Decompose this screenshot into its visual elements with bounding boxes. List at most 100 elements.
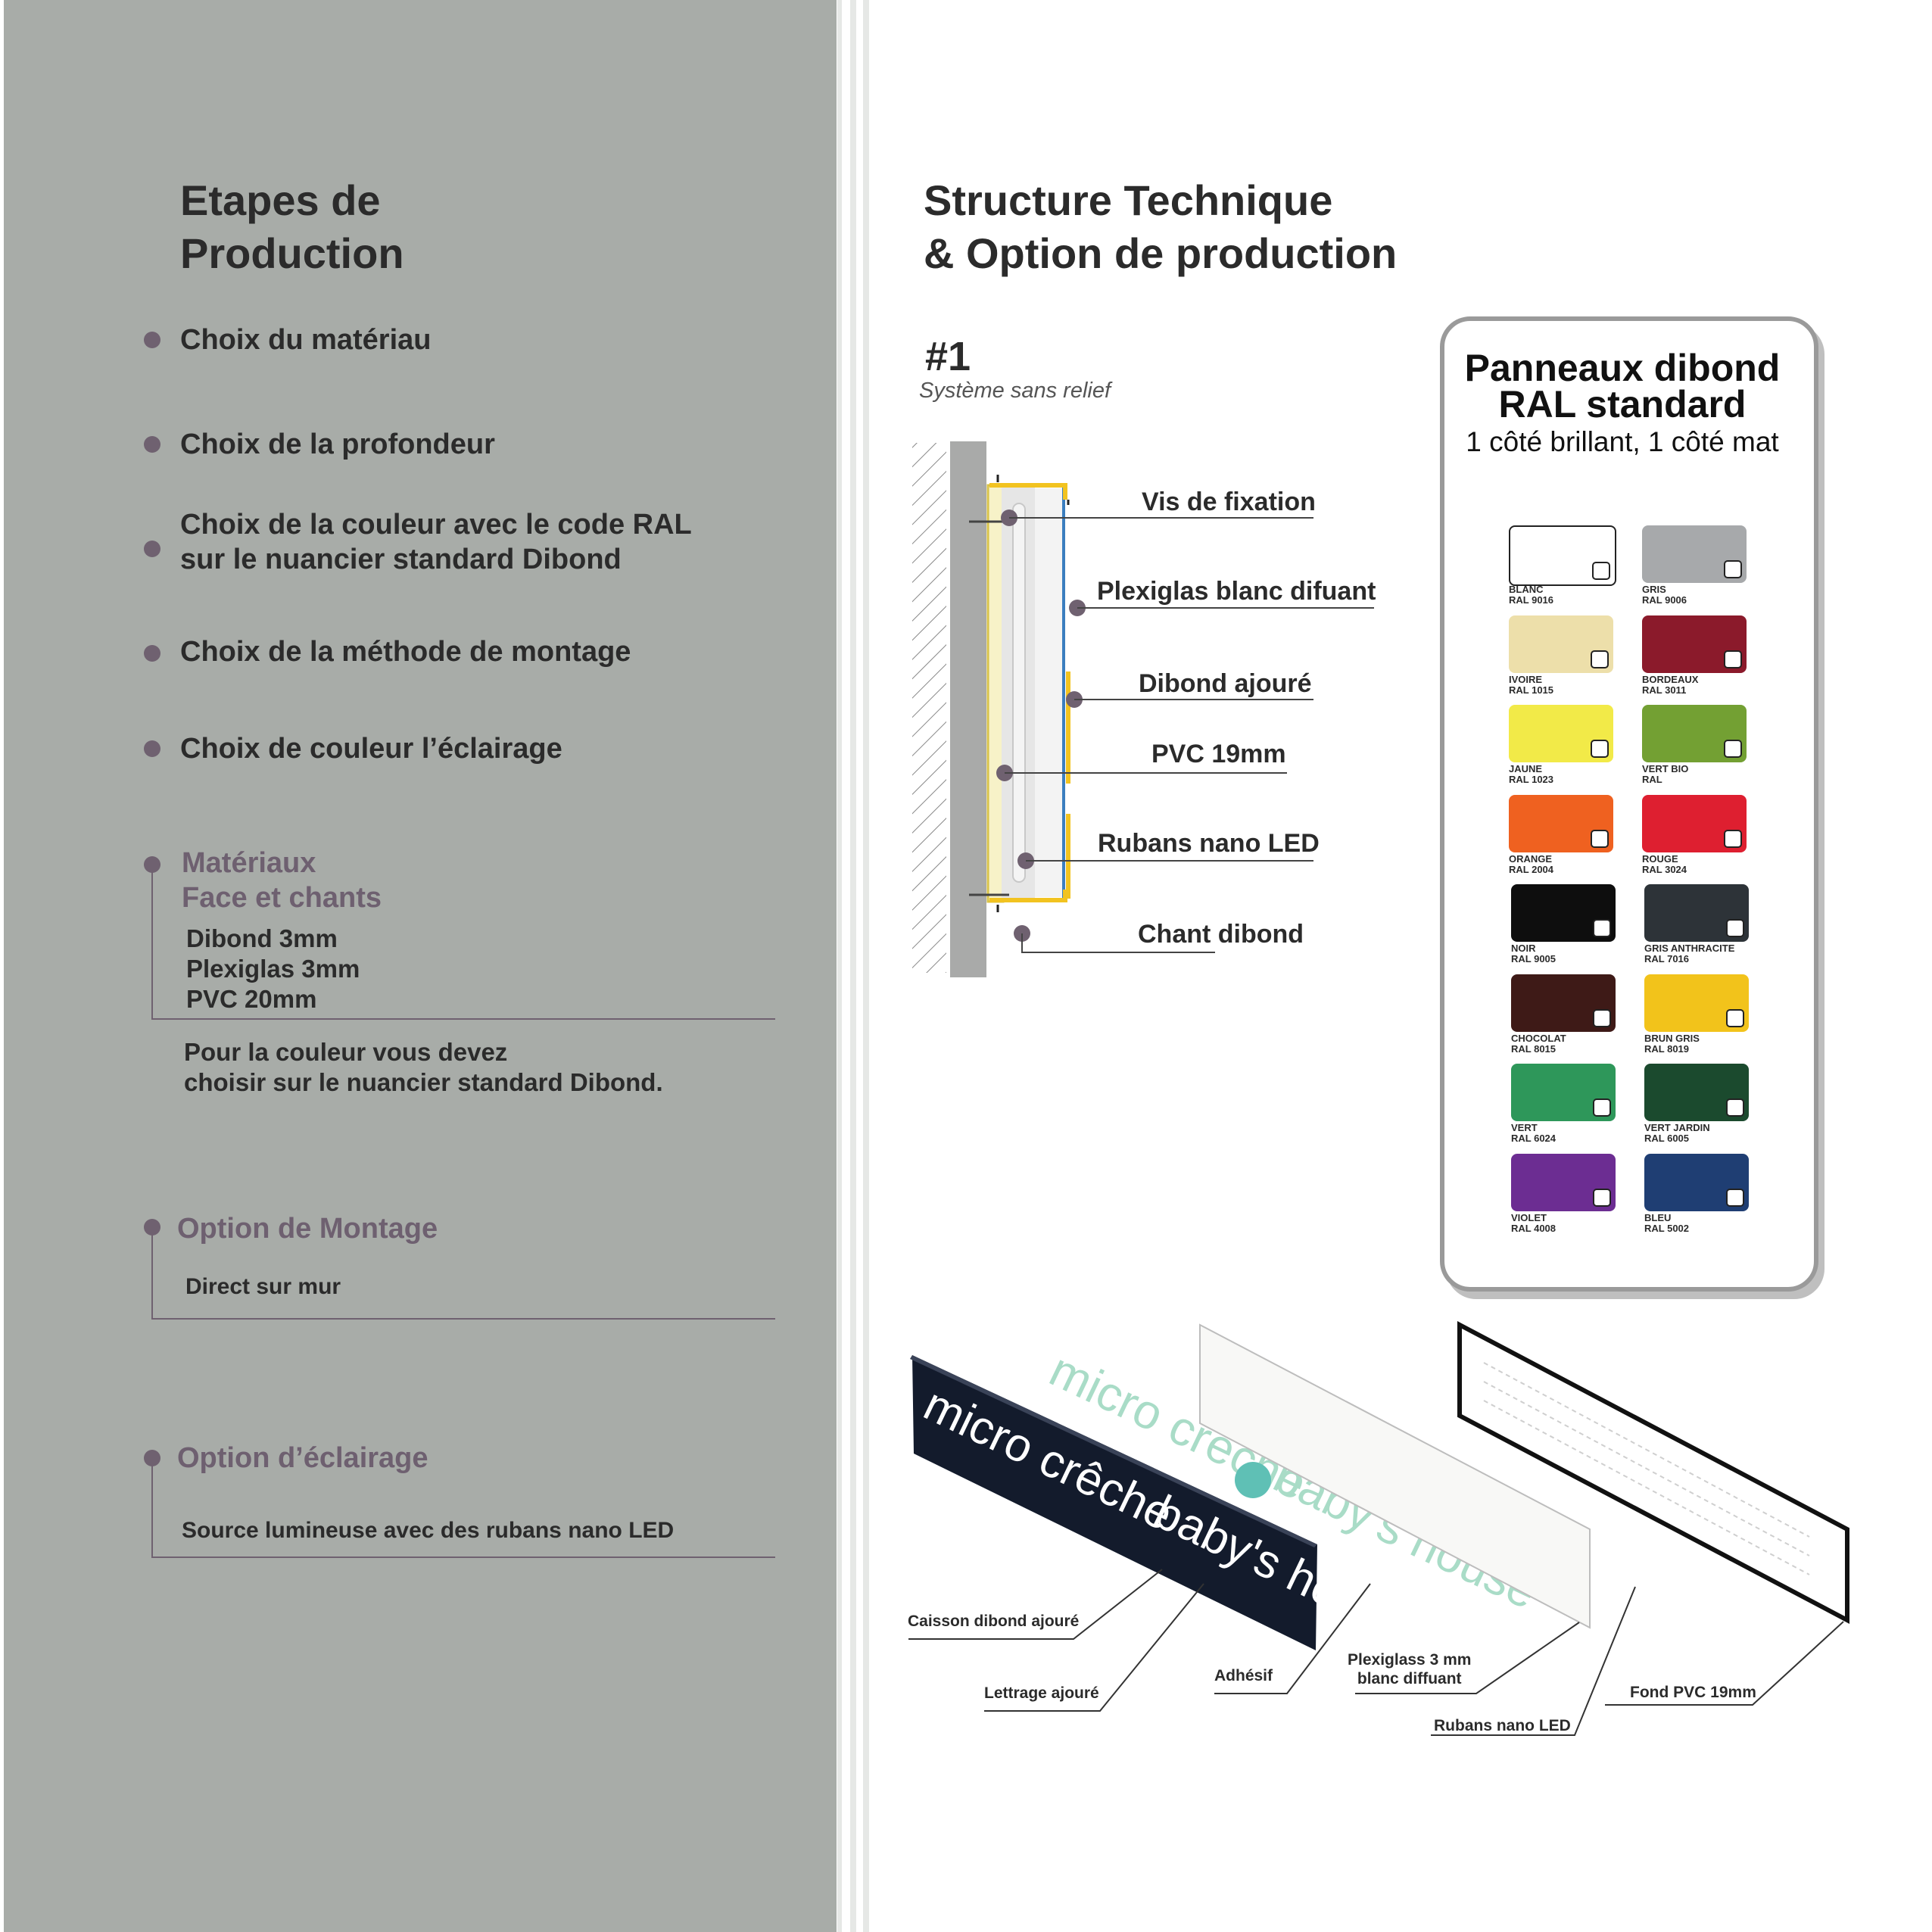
bullet-icon [144,332,160,348]
checkbox-icon[interactable] [1726,1008,1744,1027]
label-adhesif: Adhésif [1214,1667,1273,1684]
step-mounting: Choix de la méthode de montage [180,636,631,668]
label-chant-dibond: Chant dibond [1138,920,1304,949]
exploded-view: micro crêche baby's house micro crêche b… [908,1321,1849,1736]
ral-swatch-label: VERT JARDIN RAL 6005 [1644,1122,1710,1144]
divider-stripe [850,0,856,1932]
ral-card [1440,316,1818,1292]
caisson-panel [912,1355,1317,1650]
leader-line [1605,1621,1844,1706]
ral-swatch[interactable] [1509,705,1613,762]
materiaux-title: Matériaux Face et chants [182,847,382,914]
eclairage-title: Option d’éclairage [177,1442,428,1474]
ral-swatch[interactable] [1644,1153,1749,1211]
bullet-icon [144,541,160,557]
label-plexiglas: Plexiglas blanc difuant [1097,577,1376,606]
label-caisson: Caisson dibond ajouré [908,1613,1080,1630]
leader-line [1021,933,1215,953]
step-material: Choix du matériau [180,324,432,356]
ral-swatch[interactable] [1509,794,1613,852]
dibond-top [989,483,1067,500]
ral-swatch[interactable] [1644,1064,1749,1121]
ral-swatch[interactable] [1511,884,1616,942]
divider-stripe [863,0,869,1932]
label-pvc: PVC 19mm [1151,740,1286,768]
materiaux-list: Dibond 3mm Plexiglas 3mm PVC 20mm [186,924,360,1013]
checkbox-icon[interactable] [1593,919,1611,937]
ral-swatch[interactable] [1644,884,1749,942]
checkbox-icon[interactable] [1591,650,1609,668]
step-color: Choix de la couleur avec le code RAL sur… [180,509,692,575]
label-fond-pvc: Fond PVC 19mm [1630,1684,1756,1701]
dibond-bottom [989,890,1067,902]
ral-swatch[interactable] [1642,794,1747,852]
ral-swatch[interactable] [1509,615,1613,673]
led-line [1483,1381,1810,1557]
eclairage-text: Source lumineuse avec des rubans nano LE… [182,1518,675,1543]
checkbox-icon[interactable] [1724,650,1742,668]
left-title: Etapes de Production [180,176,404,277]
checkbox-icon[interactable] [1593,1098,1611,1117]
ral-swatch-label: IVOIRE RAL 1015 [1509,673,1554,696]
ral-swatch-label: ORANGE RAL 2004 [1509,852,1554,875]
checkbox-icon[interactable] [1726,919,1744,937]
ral-swatch[interactable] [1509,525,1616,586]
section-line [151,1318,775,1320]
section-line [151,1226,153,1319]
checkbox-icon[interactable] [1724,740,1742,758]
wall [950,441,986,977]
label-vis-fixation: Vis de fixation [1142,488,1316,516]
ral-swatch[interactable] [1511,974,1616,1032]
section-line [151,1557,775,1558]
system-name: Système sans relief [919,379,1111,403]
checkbox-icon[interactable] [1591,740,1609,758]
system-number: #1 [925,334,971,379]
caisson-edge [910,1355,1317,1547]
leader-line [908,1569,1163,1640]
checkbox-icon[interactable] [1726,1188,1744,1207]
checkbox-icon[interactable] [1593,1188,1611,1207]
ral-swatch-label: BRUN GRIS RAL 8019 [1644,1032,1700,1055]
wall-hatch [912,443,946,973]
ral-swatch-label: BLEU RAL 5002 [1644,1211,1690,1234]
checkbox-icon[interactable] [1724,829,1742,848]
right-title: Structure Technique & Option de producti… [924,176,1398,277]
ral-swatch[interactable] [1642,525,1747,583]
plexiglas-panel [1199,1323,1591,1629]
checkbox-icon[interactable] [1724,560,1742,578]
left-panel [4,0,837,1932]
divider-stripe [837,0,842,1932]
ral-swatch[interactable] [1644,974,1749,1032]
bullet-icon [144,645,160,662]
ral-swatch[interactable] [1511,1064,1616,1121]
leader-line [1355,1622,1580,1694]
pvc-back [986,484,1005,903]
ral-swatch[interactable] [1642,615,1747,673]
ral-swatch-label: VERT RAL 6024 [1511,1122,1557,1144]
ral-subtitle: 1 côté brillant, 1 côté mat [1466,426,1779,457]
checkbox-icon[interactable] [1592,562,1610,580]
label-rubans: Rubans nano LED [1434,1717,1571,1734]
checkbox-icon[interactable] [1591,829,1609,848]
ral-swatch-label: VERT BIO RAL [1642,763,1689,785]
plexiglas [1035,488,1062,897]
label-lettrage: Lettrage ajouré [984,1684,1099,1702]
montage-title: Option de Montage [177,1213,438,1245]
ral-swatch[interactable] [1511,1153,1616,1211]
checkbox-icon[interactable] [1593,1008,1611,1027]
montage-text: Direct sur mur [185,1274,341,1299]
section-line [151,1457,153,1557]
ral-swatch-label: VIOLET RAL 4008 [1511,1211,1557,1234]
label-rubans-led: Rubans nano LED [1098,829,1320,858]
ral-swatch-label: GRIS RAL 9006 [1642,584,1687,606]
led-line [1483,1362,1810,1538]
ral-swatch[interactable] [1642,705,1747,762]
ral-title: Panneaux dibond RAL standard [1464,347,1781,425]
ral-swatch-label: BLANC RAL 9016 [1509,584,1554,606]
bullet-icon [144,740,160,757]
section-line [151,1018,775,1020]
ral-swatch-label: BORDEAUX RAL 3011 [1642,673,1699,696]
checkbox-icon[interactable] [1726,1098,1744,1117]
led-tube [1012,503,1026,883]
led-line [1483,1400,1810,1575]
